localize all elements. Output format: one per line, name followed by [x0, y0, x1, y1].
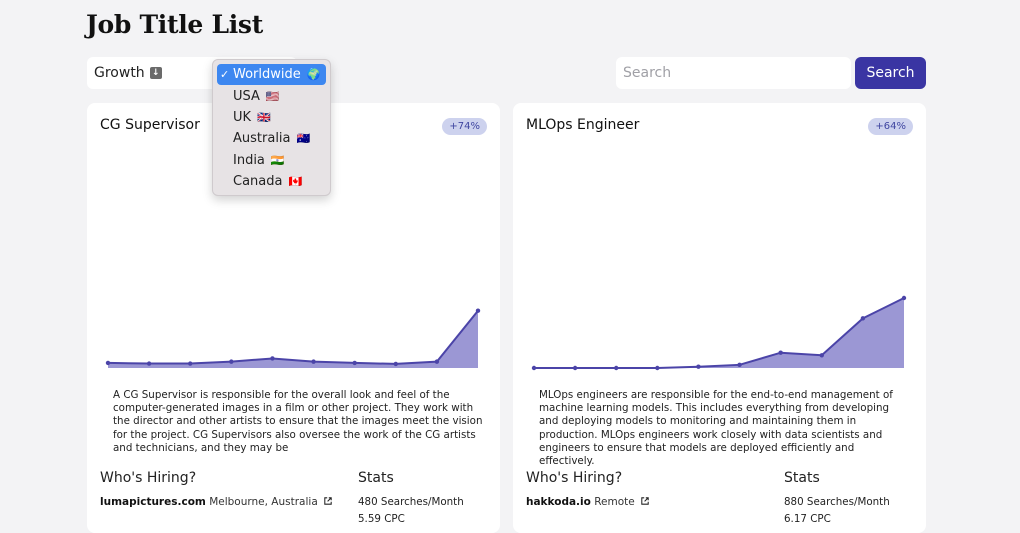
company-location: Melbourne, Australia — [209, 496, 318, 508]
trend-line — [107, 310, 479, 365]
stats-list: 880 Searches/Month 6.17 CPC — [784, 496, 890, 530]
stat-searches: 880 Searches/Month — [784, 496, 890, 508]
dropdown-option-label: UK — [233, 109, 252, 125]
stat-searches: 480 Searches/Month — [358, 496, 464, 508]
trend-point — [475, 308, 481, 313]
dropdown-option-canada[interactable]: Canada 🇨🇦 — [217, 171, 326, 192]
company-name[interactable]: hakkoda.io — [526, 496, 591, 508]
stats-heading: Stats — [358, 470, 394, 486]
hiring-item[interactable]: lumapictures.com Melbourne, Australia — [100, 496, 332, 513]
dropdown-option-uk[interactable]: UK 🇬🇧 — [217, 107, 326, 128]
hiring-heading: Who's Hiring? — [100, 470, 197, 486]
sort-label: Growth — [94, 65, 145, 81]
growth-badge: +74% — [442, 118, 487, 135]
job-description: MLOps engineers are responsible for the … — [539, 389, 893, 468]
growth-badge: +64% — [868, 118, 913, 135]
job-description: A CG Supervisor is responsible for the o… — [113, 389, 483, 454]
arrow-down-icon: ↓ — [149, 67, 162, 79]
flag-icon: 🇨🇦 — [288, 175, 303, 189]
flag-icon: 🇮🇳 — [270, 153, 285, 167]
hiring-list: lumapictures.com Melbourne, Australia — [100, 496, 332, 513]
trend-point — [778, 350, 783, 355]
search-input[interactable] — [616, 57, 851, 89]
stat-cpc: 5.59 CPC — [358, 513, 405, 525]
stat-cpc: 6.17 CPC — [784, 513, 831, 525]
company-location: Remote — [594, 496, 635, 508]
hiring-list: hakkoda.io Remote — [526, 496, 649, 513]
trend-point — [105, 360, 111, 366]
trend-point — [737, 362, 742, 368]
hiring-heading: Who's Hiring? — [526, 470, 623, 486]
dropdown-option-india[interactable]: India 🇮🇳 — [217, 150, 326, 171]
dropdown-option-label: Canada — [233, 174, 283, 190]
search-button[interactable]: Search — [855, 57, 926, 89]
trend-point — [146, 361, 152, 366]
dropdown-option-label: Worldwide — [233, 67, 301, 83]
trend-point — [860, 316, 866, 321]
trend-point — [311, 359, 316, 364]
trend-point — [696, 364, 701, 369]
trend-point — [531, 365, 537, 371]
trend-point — [572, 365, 578, 371]
job-title: MLOps Engineer — [526, 117, 640, 133]
trend-point — [352, 360, 357, 366]
trend-chart — [531, 295, 907, 371]
flag-icon: 🇦🇺 — [296, 132, 311, 146]
checkmark-icon: ✓ — [220, 68, 230, 82]
dropdown-option-label: USA — [233, 88, 260, 104]
company-name[interactable]: lumapictures.com — [100, 496, 206, 508]
trend-point — [614, 365, 619, 371]
trend-area — [534, 298, 904, 368]
dropdown-option-label: Australia — [233, 131, 291, 147]
trend-point — [188, 361, 193, 366]
flag-icon: 🌍 — [306, 68, 321, 82]
trend-point — [270, 356, 275, 361]
external-link-icon[interactable] — [641, 497, 649, 505]
stats-list: 480 Searches/Month 5.59 CPC — [358, 496, 464, 530]
dropdown-option-usa[interactable]: USA 🇺🇸 — [217, 85, 326, 106]
trend-area — [108, 310, 478, 368]
trend-chart — [105, 308, 481, 368]
external-link-icon[interactable] — [324, 497, 332, 505]
trend-point — [819, 353, 824, 358]
job-card[interactable]: MLOps Engineer +64% MLOps engineers are … — [513, 103, 926, 533]
stats-heading: Stats — [784, 470, 820, 486]
trend-point — [393, 361, 398, 367]
page-title: Job Title List — [86, 10, 263, 39]
hiring-item[interactable]: hakkoda.io Remote — [526, 496, 649, 513]
dropdown-option-worldwide[interactable]: ✓ Worldwide 🌍 — [217, 64, 326, 86]
region-dropdown-menu: ✓ Worldwide 🌍 USA 🇺🇸 UK 🇬🇧 Australia 🇦🇺 India 🇮🇳 Ca… — [212, 59, 331, 196]
flag-icon: 🇺🇸 — [265, 89, 280, 103]
flag-icon: 🇬🇧 — [257, 110, 271, 124]
dropdown-option-label: India — [233, 152, 265, 168]
job-title: CG Supervisor — [100, 117, 200, 133]
trend-point — [655, 365, 660, 371]
dropdown-option-australia[interactable]: Australia 🇦🇺 — [217, 128, 326, 149]
trend-point — [901, 295, 907, 301]
trend-point — [434, 359, 440, 364]
trend-point — [229, 359, 234, 364]
trend-line — [534, 297, 905, 369]
